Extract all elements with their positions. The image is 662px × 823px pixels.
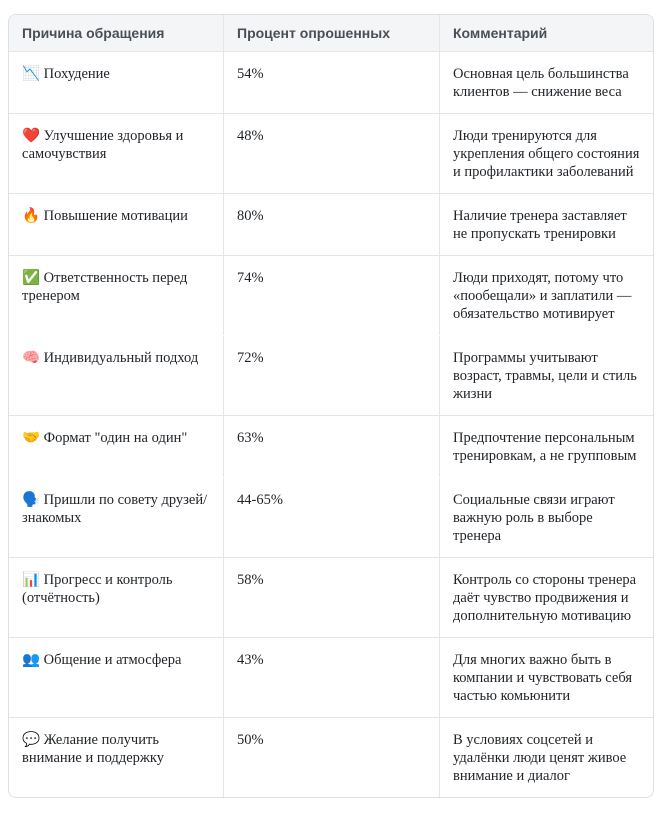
table-row: 🧠 Индивидуальный подход 72% Программы учит… [9,335,653,415]
table-cell: 74% [223,256,439,335]
table-cell: ❤️ Улучшение здоровья и самочувствия [22,128,184,162]
table-cell: 🗣️ Пришли по совету друзей/знакомых [22,492,208,526]
table-cell: 🤝 Формат "один на один" [22,430,188,446]
table-row: 🤝 Формат "один на один" 63% Предпочтение п… [9,415,653,477]
table-cell: 🔥 Повышение мотивации [22,208,188,224]
table-row: 🔥 Повышение мотивации 80% Наличие тренера … [9,193,653,255]
table-cell: 📉 Похудение [22,66,110,82]
header-row: Причина обращения Процент опрошенных Комме… [9,15,653,51]
table-cell: 👥 Общение и атмосфера [22,652,182,668]
table-cell: Социальные связи играют важную роль в вы… [439,478,653,557]
table-cell: 44-65% [223,478,439,557]
table-cell: Основная цель большинства клиентов — сни… [439,52,653,113]
table: Причина обращения Процент опрошенных Комме… [8,14,654,798]
table-cell: Люди тренируются для укрепления общего с… [439,114,653,193]
table-cell: Для многих важно быть в компании и чувст… [439,638,653,717]
table-row: 🗣️ Пришли по совету друзей/знакомых 44-65… [9,477,653,557]
table-cell: Предпочтение персональным тренировкам, а… [439,416,653,477]
table-cell: ✅ Ответственность перед тренером [22,270,188,304]
table-row: ❤️ Улучшение здоровья и самочувствия 48% Л… [9,113,653,193]
table-cell: 🧠 Индивидуальный подход [22,350,199,366]
table-cell: 43% [223,638,439,717]
header-cell: Причина обращения [22,25,165,41]
header-cell: Процент опрошенных [223,15,439,51]
header-cell: Комментарий [439,15,653,51]
table-row: 📉 Похудение 54% Основная цель большинства … [9,51,653,113]
table-cell: 50% [223,718,439,797]
table-cell: Контроль со стороны тренера даёт чувство… [439,558,653,637]
table-cell: 80% [223,194,439,255]
table-cell: 63% [223,416,439,477]
table-cell: 💬 Желание получить внимание и поддержку [22,732,164,766]
table-cell: Программы учитывают возраст, травмы, цел… [439,336,653,415]
table-cell: 58% [223,558,439,637]
table-cell: Наличие тренера заставляет не пропускать… [439,194,653,255]
table-cell: 54% [223,52,439,113]
table-cell: Люди приходят, потому что «пообещали» и … [439,256,653,335]
table-row: 💬 Желание получить внимание и поддержку 5… [9,717,653,797]
table-cell: 📊 Прогресс и контроль (отчётность) [22,572,173,606]
table-row: 👥 Общение и атмосфера 43% Для многих важно… [9,637,653,717]
table-cell: В условиях соцсетей и удалёнки люди ценя… [439,718,653,797]
table-row: 📊 Прогресс и контроль (отчётность) 58% Кон… [9,557,653,637]
table-cell: 48% [223,114,439,193]
table-cell: 72% [223,336,439,415]
table-row: ✅ Ответственность перед тренером 74% Люди … [9,255,653,335]
